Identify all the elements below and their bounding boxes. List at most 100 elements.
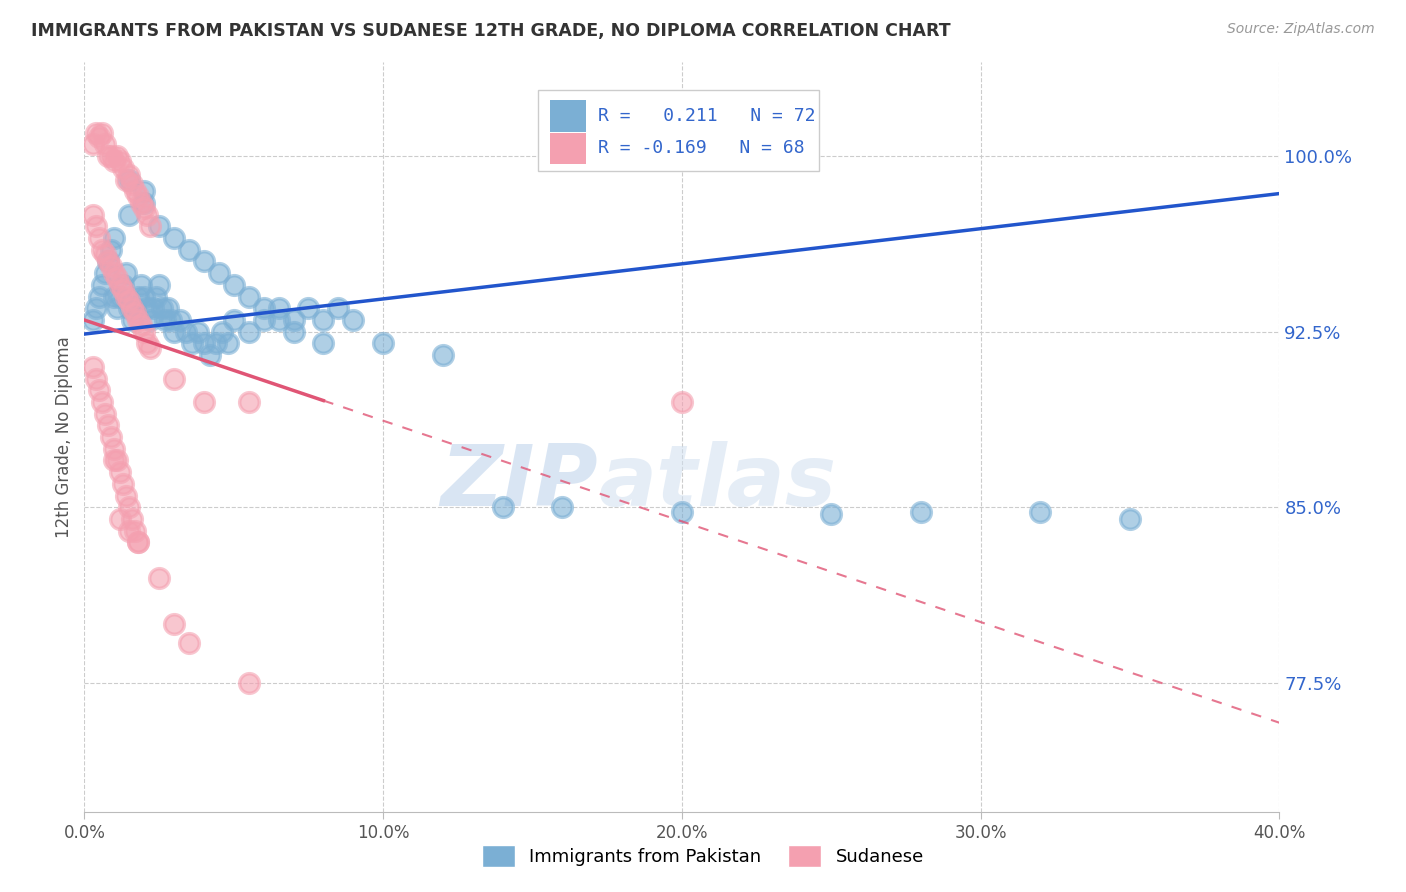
- Point: [94, 266, 117, 280]
- FancyBboxPatch shape: [538, 90, 820, 171]
- Text: R = -0.169   N = 68: R = -0.169 N = 68: [599, 139, 804, 157]
- Point: [94, 137, 117, 152]
- Point: [103, 290, 125, 304]
- Point: [160, 313, 183, 327]
- Point: [103, 442, 125, 456]
- Point: [121, 313, 143, 327]
- Text: atlas: atlas: [599, 441, 837, 524]
- Point: [163, 325, 186, 339]
- Point: [89, 231, 111, 245]
- Point: [103, 153, 125, 168]
- Point: [163, 231, 186, 245]
- Point: [129, 195, 152, 210]
- Point: [222, 313, 245, 327]
- Point: [238, 325, 260, 339]
- Point: [103, 266, 125, 280]
- Point: [86, 301, 108, 316]
- Point: [118, 168, 141, 182]
- FancyBboxPatch shape: [551, 133, 586, 164]
- Point: [118, 294, 141, 309]
- Text: Source: ZipAtlas.com: Source: ZipAtlas.com: [1227, 22, 1375, 37]
- Point: [100, 430, 122, 444]
- Point: [82, 208, 104, 222]
- Point: [112, 277, 135, 292]
- Point: [283, 325, 305, 339]
- Point: [127, 313, 149, 327]
- Point: [205, 336, 228, 351]
- Point: [142, 301, 165, 316]
- Point: [127, 535, 149, 549]
- Point: [177, 636, 200, 650]
- Point: [492, 500, 515, 515]
- Point: [136, 208, 159, 222]
- Point: [177, 243, 200, 257]
- Point: [94, 247, 117, 261]
- Point: [187, 325, 209, 339]
- Point: [124, 524, 146, 538]
- Point: [112, 476, 135, 491]
- Point: [211, 325, 233, 339]
- Point: [118, 301, 141, 316]
- Point: [118, 524, 141, 538]
- Point: [97, 418, 120, 433]
- Point: [238, 676, 260, 690]
- Point: [238, 290, 260, 304]
- Point: [82, 359, 104, 374]
- Point: [193, 336, 215, 351]
- Point: [82, 313, 104, 327]
- Point: [148, 277, 170, 292]
- Point: [91, 126, 114, 140]
- Text: IMMIGRANTS FROM PAKISTAN VS SUDANESE 12TH GRADE, NO DIPLOMA CORRELATION CHART: IMMIGRANTS FROM PAKISTAN VS SUDANESE 12T…: [31, 22, 950, 40]
- Point: [105, 271, 128, 285]
- Point: [671, 395, 693, 409]
- Point: [342, 313, 364, 327]
- Point: [222, 277, 245, 292]
- FancyBboxPatch shape: [551, 100, 586, 132]
- Point: [297, 301, 319, 316]
- Point: [132, 184, 156, 198]
- Point: [97, 149, 120, 163]
- Point: [198, 348, 221, 362]
- Point: [129, 277, 152, 292]
- Point: [86, 371, 108, 385]
- Point: [432, 348, 454, 362]
- Point: [112, 283, 135, 297]
- Text: R =   0.211   N = 72: R = 0.211 N = 72: [599, 107, 815, 125]
- Point: [157, 301, 180, 316]
- Point: [112, 161, 135, 175]
- Point: [193, 254, 215, 268]
- Point: [163, 617, 186, 632]
- Point: [253, 301, 276, 316]
- Point: [217, 336, 239, 351]
- Point: [82, 137, 104, 152]
- Point: [169, 313, 191, 327]
- Point: [208, 266, 231, 280]
- Y-axis label: 12th Grade, No Diploma: 12th Grade, No Diploma: [55, 336, 73, 538]
- Point: [132, 325, 156, 339]
- Point: [174, 325, 197, 339]
- Point: [110, 290, 132, 304]
- Point: [118, 500, 141, 515]
- Legend: Immigrants from Pakistan, Sudanese: Immigrants from Pakistan, Sudanese: [475, 838, 931, 874]
- Point: [124, 306, 146, 320]
- Point: [238, 395, 260, 409]
- Point: [100, 243, 122, 257]
- Point: [121, 512, 143, 526]
- Point: [150, 301, 173, 316]
- Point: [267, 301, 290, 316]
- Point: [153, 313, 176, 327]
- Point: [97, 254, 120, 268]
- Point: [671, 505, 693, 519]
- Point: [103, 453, 125, 467]
- Point: [136, 301, 159, 316]
- Point: [86, 219, 108, 234]
- Point: [91, 277, 114, 292]
- Point: [145, 290, 167, 304]
- Point: [127, 189, 149, 203]
- Point: [91, 395, 114, 409]
- Point: [89, 384, 111, 398]
- Point: [103, 231, 125, 245]
- Point: [115, 290, 138, 304]
- Point: [110, 153, 132, 168]
- Point: [100, 149, 122, 163]
